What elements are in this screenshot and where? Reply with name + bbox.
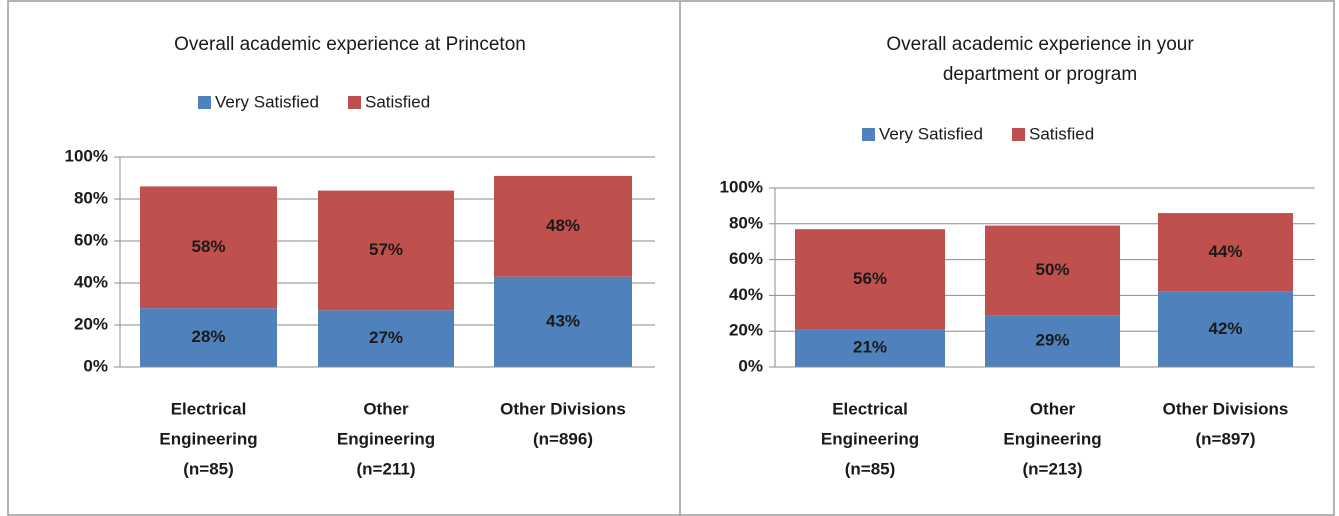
legend-swatch: [862, 128, 875, 141]
y-tick-label: 40%: [729, 285, 763, 304]
x-tick-label: Engineering: [821, 429, 919, 448]
bar-segment: [140, 186, 277, 309]
value-label: 56%: [853, 269, 887, 288]
y-tick-label: 100%: [65, 146, 108, 165]
y-tick-label: 20%: [729, 321, 763, 340]
x-tick-label: Engineering: [1003, 429, 1101, 448]
value-label: 42%: [1208, 319, 1242, 338]
bar-segment: [1158, 291, 1293, 367]
value-label: 50%: [1035, 260, 1069, 279]
bar-segment: [318, 310, 454, 367]
value-label: 44%: [1208, 242, 1242, 261]
y-tick-label: 60%: [729, 249, 763, 268]
bar-segment: [140, 308, 277, 367]
legend-label: Satisfied: [1029, 124, 1094, 143]
chart-title: Overall academic experience in your depa…: [886, 34, 1194, 85]
value-label: 29%: [1035, 331, 1069, 350]
x-tick-label: (n=85): [845, 459, 896, 478]
x-tick-label: Other Divisions: [500, 399, 626, 418]
y-tick-label: 0%: [83, 356, 108, 375]
x-tick-label: (n=896): [533, 429, 593, 448]
y-tick-label: 100%: [720, 177, 763, 196]
x-tick-label: Other: [363, 399, 409, 418]
bar-segment: [795, 329, 945, 367]
frame: [7, 0, 1335, 516]
x-tick-label: (n=897): [1196, 429, 1256, 448]
bar-segment: [985, 225, 1120, 316]
value-label: 43%: [546, 311, 580, 330]
chart-title: Overall academic experience at Princeton: [174, 34, 526, 55]
bar-segment: [318, 190, 454, 311]
x-tick-label: (n=85): [183, 459, 234, 478]
legend-label: Satisfied: [365, 92, 430, 111]
legend-label: Very Satisfied: [879, 124, 983, 143]
y-tick-label: 0%: [738, 356, 763, 375]
x-tick-label: Electrical: [171, 399, 247, 418]
bar-segment: [795, 229, 945, 330]
x-tick-label: Engineering: [337, 429, 435, 448]
value-label: 21%: [853, 338, 887, 357]
x-tick-label: Other Divisions: [1163, 399, 1289, 418]
value-label: 57%: [369, 240, 403, 259]
x-tick-label: Other: [1030, 399, 1076, 418]
legend-swatch: [198, 96, 211, 109]
x-tick-label: Electrical: [832, 399, 908, 418]
y-tick-label: 60%: [74, 230, 108, 249]
value-label: 58%: [191, 237, 225, 256]
legend-swatch: [1012, 128, 1025, 141]
legend-swatch: [348, 96, 361, 109]
y-tick-label: 40%: [74, 272, 108, 291]
y-tick-label: 20%: [74, 314, 108, 333]
bar-segment: [1158, 213, 1293, 292]
value-label: 28%: [191, 327, 225, 346]
bar-segment: [985, 315, 1120, 367]
legend-label: Very Satisfied: [215, 92, 319, 111]
bar-segment: [494, 276, 632, 367]
value-label: 48%: [546, 216, 580, 235]
bar-segment: [494, 175, 632, 277]
x-tick-label: Engineering: [159, 429, 257, 448]
y-tick-label: 80%: [729, 213, 763, 232]
value-label: 27%: [369, 328, 403, 347]
x-tick-label: (n=213): [1023, 459, 1083, 478]
y-tick-label: 80%: [74, 188, 108, 207]
x-tick-label: (n=211): [356, 459, 415, 478]
